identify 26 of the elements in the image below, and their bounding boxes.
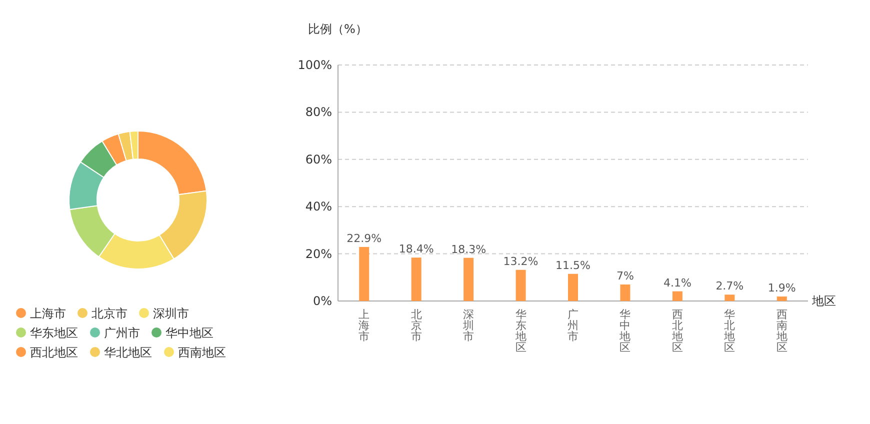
y-tick-label: 60% xyxy=(305,152,332,166)
data-label: 18.3% xyxy=(451,242,486,256)
y-tick-label: 40% xyxy=(305,200,332,214)
y-tick-label: 0% xyxy=(312,294,332,308)
x-axis-title: 地区 xyxy=(811,294,836,308)
data-label: 11.5% xyxy=(556,258,590,272)
x-tick-label: 上海市 xyxy=(358,308,370,343)
y-tick-label: 80% xyxy=(305,105,332,120)
x-tick-label: 北京市 xyxy=(410,308,422,343)
y-tick-label: 20% xyxy=(305,246,332,261)
data-label: 7% xyxy=(616,269,634,282)
data-label: 4.1% xyxy=(663,276,692,290)
x-tick-label: 广州市 xyxy=(568,308,578,343)
x-tick-label: 华东地区 xyxy=(514,308,526,354)
x-tick-label: 西南地区 xyxy=(775,308,788,354)
x-tick-label: 西北地区 xyxy=(670,308,683,354)
y-tick-label: 100% xyxy=(298,58,332,72)
data-label: 13.2% xyxy=(503,254,538,268)
data-label: 1.9% xyxy=(768,282,796,295)
data-label: 18.4% xyxy=(398,242,434,256)
x-tick-label: 华中地区 xyxy=(618,308,631,354)
y-axis-title: 比例（%） xyxy=(308,22,368,36)
x-tick-label: 深圳市 xyxy=(462,308,474,343)
x-tick-label: 华北地区 xyxy=(723,308,736,354)
data-label: 22.9% xyxy=(346,232,382,245)
data-label: 2.7% xyxy=(716,280,744,293)
